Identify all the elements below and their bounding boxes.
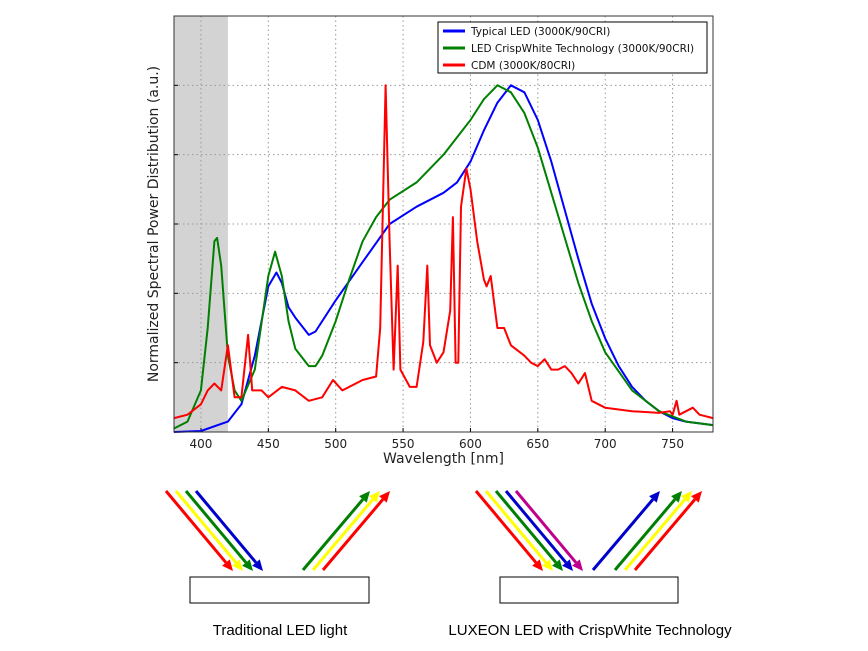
arrow-shaft xyxy=(613,498,677,571)
plot-frame xyxy=(173,15,714,433)
arrow-shaft xyxy=(301,498,365,571)
arrow-shaft xyxy=(474,490,538,564)
x-axis-label: Wavelength [nm] xyxy=(383,451,504,467)
arrow-head xyxy=(691,491,702,503)
arrow-head xyxy=(252,559,263,571)
arrow-shaft xyxy=(633,498,697,571)
arrow-head xyxy=(532,559,543,571)
crispwhite-caption: LUXEON LED with CrispWhite Technology xyxy=(448,622,732,639)
arrow-head xyxy=(649,491,660,503)
arrow-shaft xyxy=(591,498,655,571)
x-tick-label: 600 xyxy=(459,437,482,451)
x-tick-label: 500 xyxy=(324,437,347,451)
reflection-diagram xyxy=(164,490,702,604)
arrow-head xyxy=(222,559,233,571)
legend: Typical LED (3000K/90CRI) LED CrispWhite … xyxy=(437,21,708,74)
arrow-head xyxy=(542,559,553,571)
x-tick-label: 650 xyxy=(526,437,549,451)
crispwhite-surface xyxy=(499,576,679,604)
arrow-head xyxy=(232,559,243,571)
legend-label: LED CrispWhite Technology (3000K/90CRI) xyxy=(471,43,694,55)
series-line xyxy=(173,84,714,420)
series-line xyxy=(173,84,714,433)
arrow-head xyxy=(572,559,583,571)
series-line xyxy=(173,84,714,430)
arrow-shaft xyxy=(321,498,385,571)
legend-box xyxy=(437,21,708,74)
x-tick-label: 700 xyxy=(594,437,617,451)
y-axis-label: Normalized Spectral Power Distribution (… xyxy=(146,66,162,382)
traditional-led-caption: Traditional LED light xyxy=(212,622,348,639)
arrow-head xyxy=(242,559,253,571)
arrow-head xyxy=(359,491,370,503)
arrow-head xyxy=(681,491,692,503)
legend-label: Typical LED (3000K/90CRI) xyxy=(470,26,610,38)
arrow-head xyxy=(552,559,563,571)
arrow-shaft xyxy=(174,490,238,564)
spectrum-plot: 400 450 500 550 600 650 700 750 Wavelength [nm] N… xyxy=(146,15,714,467)
x-tick-label: 450 xyxy=(257,437,280,451)
arrow-shaft xyxy=(311,498,375,571)
arrow-shaft xyxy=(194,490,258,564)
arrow-shaft xyxy=(484,490,548,564)
arrow-shaft xyxy=(494,490,558,564)
arrow-head xyxy=(562,559,573,571)
traditional-led-surface xyxy=(189,576,370,604)
x-tick-label: 550 xyxy=(392,437,415,451)
legend-label: CDM (3000K/80CRI) xyxy=(471,60,575,72)
arrow-shaft xyxy=(184,490,248,564)
arrow-shaft xyxy=(623,498,687,571)
arrow-head xyxy=(671,491,682,503)
x-tick-label: 750 xyxy=(661,437,684,451)
arrow-shaft xyxy=(164,490,228,564)
arrow-shaft xyxy=(504,490,568,564)
arrow-head xyxy=(369,491,380,503)
x-tick-label: 400 xyxy=(189,437,212,451)
arrow-shaft xyxy=(514,490,578,564)
arrow-head xyxy=(379,491,390,503)
